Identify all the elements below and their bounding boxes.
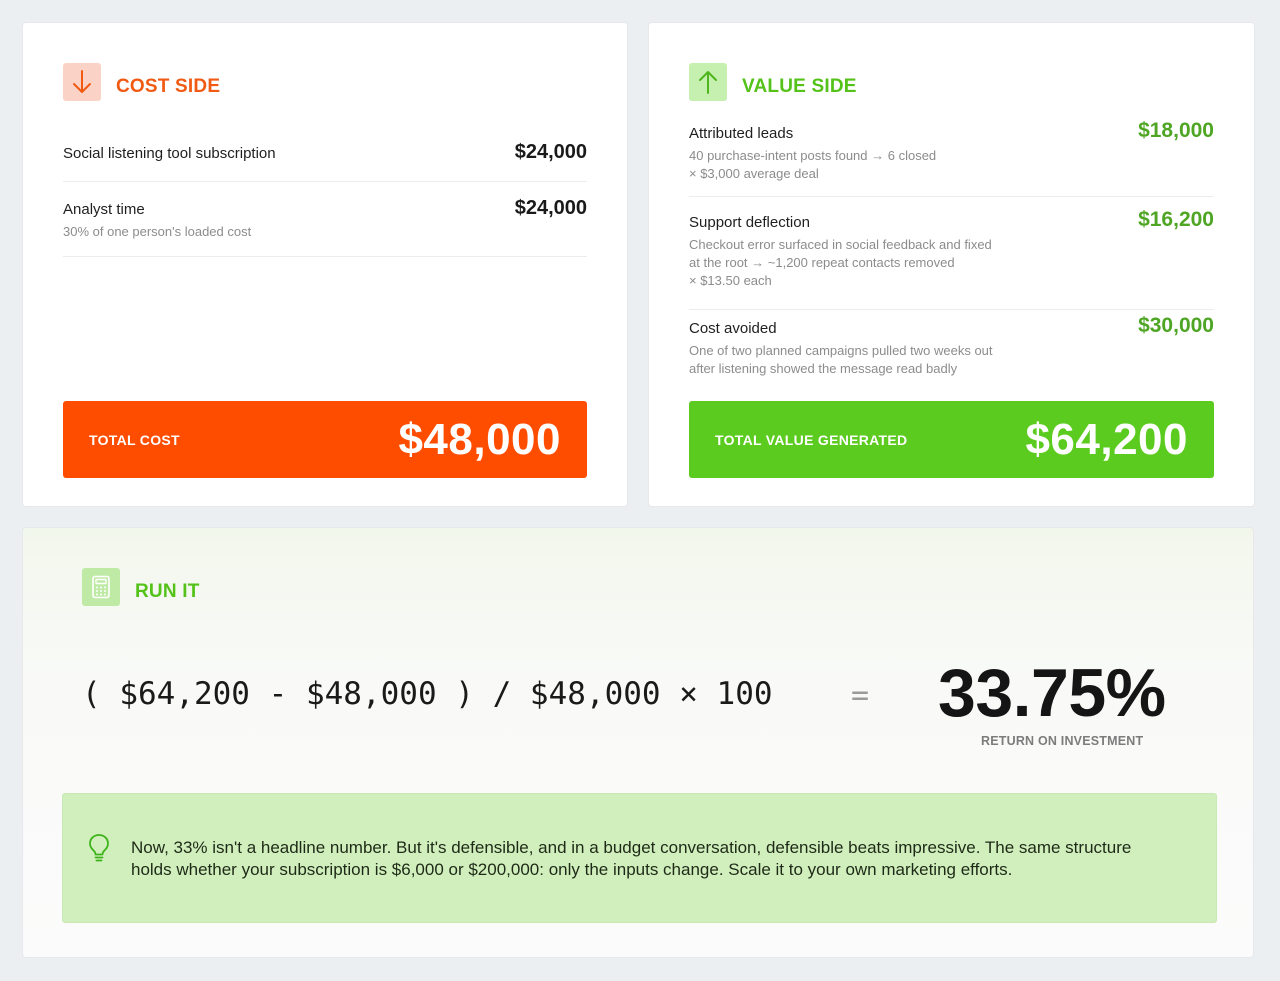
total-cost-bar: TOTAL COST $48,000 (63, 401, 587, 478)
cost-item-sub: 30% of one person's loaded cost (63, 224, 252, 239)
value-item-sub-line: at the root → ~1,200 repeat contacts rem… (689, 255, 955, 270)
insight-note-text: Now, 33% isn't a headline number. But it… (131, 838, 1132, 879)
cost-item-label: Analyst time (63, 201, 145, 218)
insight-note: Now, 33% isn't a headline number. But it… (63, 794, 1216, 922)
value-item-sub-line: One of two planned campaigns pulled two … (689, 343, 993, 358)
value-item-cost-avoided: Cost avoided One of two planned campaign… (689, 314, 1214, 378)
value-item-sub-line: 40 purchase-intent posts found → 6 close… (689, 148, 937, 163)
divider (689, 309, 1214, 310)
value-item-label: Support deflection (689, 214, 810, 231)
value-item-sub: One of two planned campaigns pulled two … (689, 342, 1214, 378)
value-item-amount: $16,200 (1138, 208, 1214, 231)
value-item-label: Cost avoided (689, 320, 777, 337)
total-cost-label: TOTAL COST (89, 431, 180, 448)
roi-label: RETURN ON INVESTMENT (981, 734, 1144, 748)
value-item-sub: 40 purchase-intent posts found → 6 close… (689, 147, 1214, 183)
lightbulb-icon (87, 832, 111, 869)
value-item-sub-line: Checkout error surfaced in social feedba… (689, 237, 992, 252)
arrow-down-icon (63, 63, 101, 101)
value-side-card: VALUE SIDE Attributed leads 40 purchase-… (649, 23, 1254, 506)
cost-item-label: Social listening tool subscription (63, 145, 276, 162)
cost-side-card: COST SIDE Social listening tool subscrip… (23, 23, 627, 506)
total-value-amount: $64,200 (1025, 414, 1188, 464)
value-item-sub-line: × $13.50 each (689, 273, 772, 288)
cost-item-amount: $24,000 (514, 141, 587, 163)
cost-item-subscription: Social listening tool subscription $24,0… (63, 141, 587, 163)
total-value-bar: TOTAL VALUE GENERATED $64,200 (689, 401, 1214, 478)
roi-value: 33.75% (938, 655, 1166, 731)
cost-item-amount: $24,000 (514, 197, 587, 219)
value-item-label: Attributed leads (689, 125, 794, 142)
value-item-amount: $30,000 (1138, 314, 1214, 337)
equals-sign: = (851, 678, 870, 713)
value-item-amount: $18,000 (1138, 119, 1214, 142)
cost-side-title: COST SIDE (116, 76, 221, 97)
total-value-label: TOTAL VALUE GENERATED (715, 431, 908, 448)
divider (63, 256, 587, 257)
value-item-attributed-leads: Attributed leads 40 purchase-intent post… (689, 119, 1214, 183)
divider (689, 196, 1214, 197)
roi-formula: ( $64,200 - $48,000 ) / $48,000 × 100 (82, 676, 773, 712)
value-item-sub-line: × $3,000 average deal (689, 166, 819, 181)
value-item-support-deflection: Support deflection Checkout error surfac… (689, 208, 1214, 290)
arrow-up-icon (689, 63, 727, 101)
total-cost-value: $48,000 (398, 414, 561, 464)
calculator-icon (82, 568, 120, 606)
value-item-sub-line: after listening showed the message read … (689, 361, 958, 376)
divider (63, 181, 587, 182)
run-it-title: RUN IT (135, 581, 200, 602)
value-item-sub: Checkout error surfaced in social feedba… (689, 236, 1214, 290)
cost-item-analyst-time: Analyst time 30% of one person's loaded … (63, 197, 587, 241)
run-it-card: RUN IT ( $64,200 - $48,000 ) / $48,000 ×… (23, 528, 1253, 957)
value-side-title: VALUE SIDE (742, 76, 857, 97)
